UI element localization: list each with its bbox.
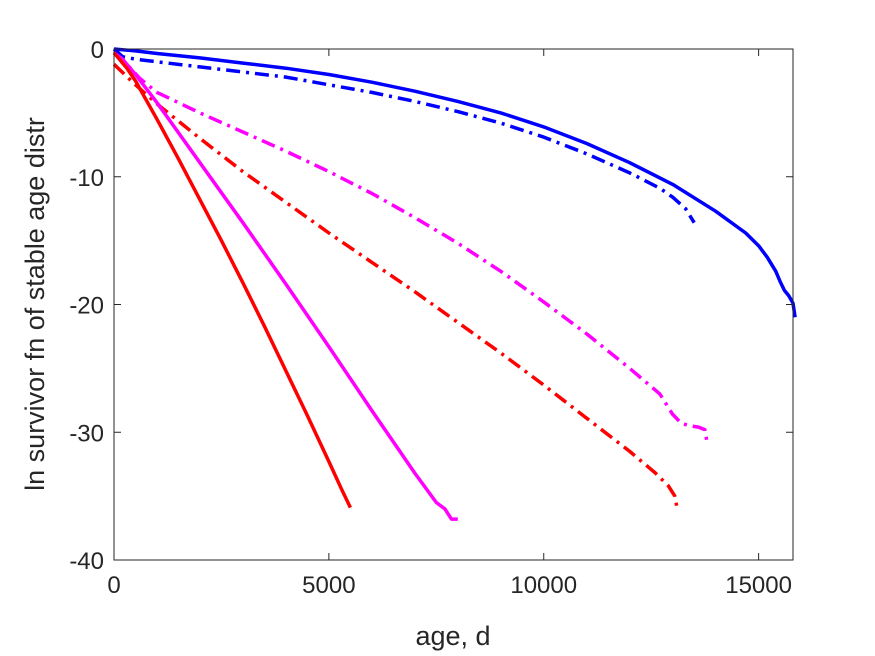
series-line-6 (112, 51, 352, 509)
plot-area (114, 49, 793, 560)
series-line-3 (112, 51, 709, 443)
series-layer (112, 47, 797, 521)
tick-layer: 0 5000 10000 15000 -40 -30 -20 -10 0 (69, 37, 793, 599)
x-axis-label: age, d (415, 621, 490, 651)
x-tick-label: 10000 (510, 572, 577, 599)
y-tick-label: -30 (69, 420, 104, 447)
x-tick-label: 0 (107, 572, 120, 599)
y-tick-label: 0 (91, 37, 104, 64)
y-axis-label: ln survivor fn of stable age distr (20, 117, 50, 491)
x-tick-label: 15000 (725, 572, 792, 599)
y-tick-label: -20 (69, 293, 104, 320)
series-line-5 (112, 51, 458, 521)
x-tick-label: 5000 (302, 572, 355, 599)
series-line-1 (113, 47, 797, 318)
y-tick-label: -40 (69, 548, 104, 575)
y-tick-label: -10 (69, 165, 104, 192)
